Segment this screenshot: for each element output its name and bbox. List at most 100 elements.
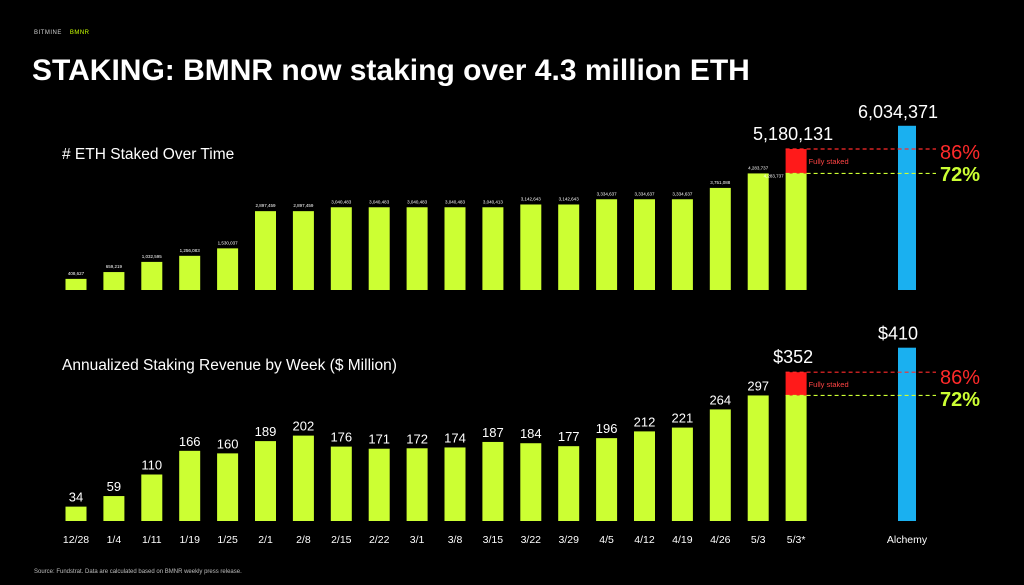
chart2-value-label-12: 184 [520, 426, 542, 441]
chart2-bar-4 [217, 453, 239, 521]
chart2-value-label-15: 212 [634, 414, 656, 429]
x-tick-8: 2/22 [369, 534, 390, 546]
x-tick-17: 4/26 [710, 534, 731, 546]
chart1-value-label-3: 1,256,083 [180, 248, 201, 253]
x-tick-19: 5/3* [787, 534, 806, 546]
slide-title: STAKING: BMNR now staking over 4.3 milli… [32, 54, 750, 87]
chart1-bar-19 [785, 173, 807, 290]
chart1-bar-4 [217, 248, 239, 290]
chart1-bar-14 [596, 199, 618, 290]
chart1-value-label-15: 3,334,637 [634, 191, 655, 196]
chart1-value-label-16: 3,334,637 [672, 191, 693, 196]
chart1-bar-18 [747, 173, 769, 290]
chart2-value-label-16: 221 [672, 411, 694, 426]
chart1-value-label-0: 408,627 [68, 271, 85, 276]
chart2-bar-7 [330, 446, 352, 521]
chart1-pct-72: 72% [940, 164, 980, 186]
chart1-title: # ETH Staked Over Time [62, 146, 234, 163]
chart2-value-label-0: 34 [69, 490, 83, 505]
chart2-bar-8 [368, 448, 390, 521]
chart1-value-label-9: 3,040,483 [407, 199, 428, 204]
chart2-bar-9 [406, 448, 428, 521]
chart2-bar-3 [179, 450, 201, 521]
chart2-bar-5 [255, 441, 276, 521]
brand-logo: BITMINE BMNR [34, 30, 90, 36]
x-tick-15: 4/12 [634, 534, 655, 546]
chart2-bar-1 [103, 496, 125, 521]
x-tick-alchemy: Alchemy [887, 534, 928, 546]
chart2-value-label-18: 297 [747, 378, 769, 393]
chart1-fully-staked-total: 5,180,131 [753, 124, 833, 144]
chart2-value-label-4: 160 [217, 436, 239, 451]
chart1-bar-11 [482, 207, 504, 290]
chart2-value-label-1: 59 [107, 479, 121, 494]
x-tick-3: 1/19 [179, 534, 200, 546]
chart1-bar-3 [179, 255, 201, 290]
chart1-bar-2 [141, 261, 163, 290]
chart1-alchemy-value-label: 6,034,371 [858, 102, 938, 122]
x-tick-11: 3/15 [483, 534, 504, 546]
chart2-bar-2 [141, 474, 163, 521]
chart1-value-label-17: 3,751,088 [710, 180, 731, 185]
chart2-value-label-6: 202 [293, 419, 315, 434]
chart2-fully-staked-block [785, 372, 807, 396]
chart1-pct-86: 86% [940, 142, 980, 164]
chart2-value-label-7: 176 [330, 430, 352, 445]
chart1-last-value-label: 4,283,737 [764, 173, 785, 178]
chart2-value-label-10: 174 [444, 430, 466, 445]
chart1-bar-17 [709, 187, 731, 290]
chart1-bar-12 [520, 204, 542, 290]
chart1-value-label-10: 3,040,483 [445, 199, 466, 204]
x-tick-2: 1/11 [142, 534, 162, 546]
chart2-value-label-13: 177 [558, 429, 580, 444]
chart2-bar-18 [747, 395, 769, 521]
brand-name: BITMINE [34, 30, 62, 36]
chart2-value-label-17: 264 [709, 392, 731, 407]
chart2-bar-10 [444, 447, 466, 521]
chart1-bar-6 [292, 211, 314, 290]
chart1-alchemy-bar [898, 125, 916, 290]
chart2-bar-11 [482, 441, 504, 521]
chart2-value-label-8: 171 [368, 432, 390, 447]
chart2-alchemy-bar [898, 347, 916, 521]
chart1-value-label-12: 3,142,643 [521, 196, 542, 201]
chart1-value-label-13: 3,142,643 [559, 196, 580, 201]
chart2-pct-72: 72% [940, 389, 980, 411]
chart1-value-label-4: 1,530,037 [218, 240, 239, 245]
chart1-bar-7 [330, 207, 352, 290]
chart1-value-label-2: 1,032,595 [142, 254, 163, 259]
chart1-value-label-18: 4,283,737 [748, 165, 769, 170]
x-tick-7: 2/15 [331, 534, 352, 546]
chart2-fully-staked-total: $352 [773, 347, 813, 367]
chart1-value-label-6: 2,897,459 [293, 203, 314, 208]
chart1-bar-0 [65, 278, 87, 290]
chart1-bar-5 [255, 211, 276, 290]
chart1-value-label-11: 3,040,413 [483, 199, 504, 204]
chart2-pct-86: 86% [940, 367, 980, 389]
chart1-bar-9 [406, 207, 428, 290]
chart2-bar-0 [65, 506, 87, 521]
x-tick-6: 2/8 [296, 534, 311, 546]
chart1-fully-staked-label: Fully staked [809, 157, 849, 166]
chart1-value-label-8: 3,040,483 [369, 199, 390, 204]
x-tick-13: 3/29 [558, 534, 579, 546]
chart2-value-label-9: 172 [406, 431, 428, 446]
chart1-value-label-14: 3,334,637 [597, 191, 618, 196]
chart2-value-label-11: 187 [482, 425, 504, 440]
chart1-value-label-7: 3,040,483 [331, 199, 352, 204]
chart1-value-label-5: 2,897,459 [255, 203, 276, 208]
x-tick-1: 1/4 [107, 534, 122, 546]
chart2-value-label-2: 110 [141, 458, 162, 473]
chart1-bar-13 [558, 204, 580, 290]
chart2-fully-staked-label: Fully staked [809, 380, 849, 389]
x-tick-9: 3/1 [410, 534, 425, 546]
chart2-bar-6 [292, 435, 314, 521]
chart1-bar-1 [103, 272, 125, 290]
chart2-bar-12 [520, 443, 542, 521]
x-tick-5: 2/1 [258, 534, 273, 546]
x-tick-16: 4/19 [672, 534, 693, 546]
chart2-bar-14 [596, 438, 618, 521]
x-tick-10: 3/8 [448, 534, 463, 546]
chart1-bar-10 [444, 207, 466, 290]
